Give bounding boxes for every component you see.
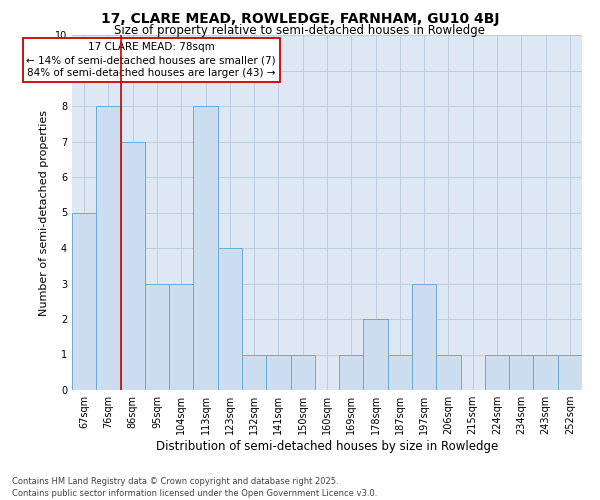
Bar <box>193 106 218 390</box>
Text: Contains HM Land Registry data © Crown copyright and database right 2025.
Contai: Contains HM Land Registry data © Crown c… <box>12 476 377 498</box>
Bar <box>412 284 436 390</box>
Bar <box>266 354 290 390</box>
Bar <box>145 284 169 390</box>
Bar <box>121 142 145 390</box>
Bar <box>533 354 558 390</box>
Bar <box>436 354 461 390</box>
Bar <box>558 354 582 390</box>
X-axis label: Distribution of semi-detached houses by size in Rowledge: Distribution of semi-detached houses by … <box>156 440 498 453</box>
Bar <box>364 319 388 390</box>
Bar <box>339 354 364 390</box>
Bar <box>242 354 266 390</box>
Bar <box>388 354 412 390</box>
Y-axis label: Number of semi-detached properties: Number of semi-detached properties <box>40 110 49 316</box>
Bar <box>218 248 242 390</box>
Bar <box>290 354 315 390</box>
Bar <box>96 106 121 390</box>
Bar <box>509 354 533 390</box>
Bar <box>169 284 193 390</box>
Text: Size of property relative to semi-detached houses in Rowledge: Size of property relative to semi-detach… <box>115 24 485 37</box>
Text: 17, CLARE MEAD, ROWLEDGE, FARNHAM, GU10 4BJ: 17, CLARE MEAD, ROWLEDGE, FARNHAM, GU10 … <box>101 12 499 26</box>
Text: 17 CLARE MEAD: 78sqm
← 14% of semi-detached houses are smaller (7)
84% of semi-d: 17 CLARE MEAD: 78sqm ← 14% of semi-detac… <box>26 42 276 78</box>
Bar <box>72 212 96 390</box>
Bar <box>485 354 509 390</box>
